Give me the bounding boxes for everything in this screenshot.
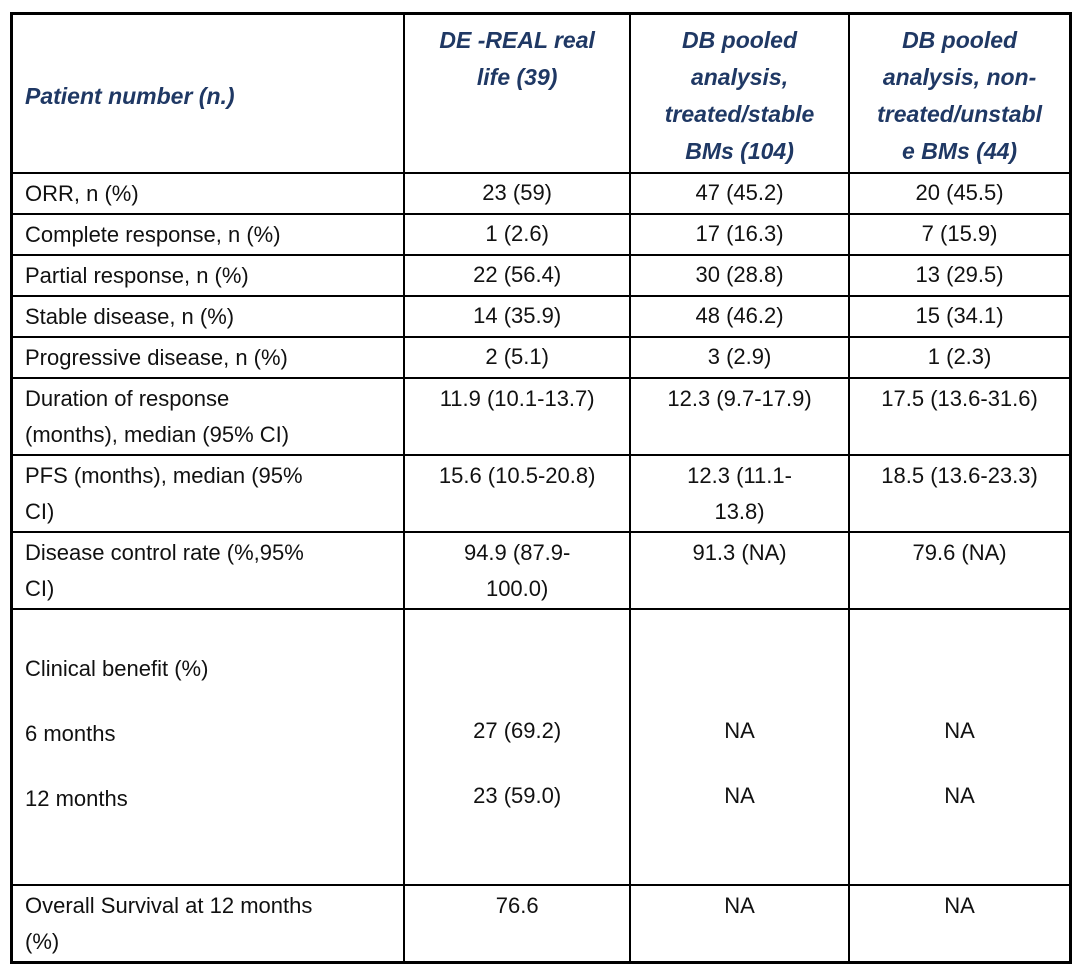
cell-value: 7 (15.9) <box>848 213 1072 256</box>
cell-value: 3 (2.9) <box>628 336 851 379</box>
cell-value: 2 (5.1) <box>403 336 631 379</box>
row-label: Partial response, n (%) <box>10 254 406 297</box>
row-label: Progressive disease, n (%) <box>10 336 406 379</box>
cell-spacer <box>413 649 621 714</box>
cell-value: 13 (29.5) <box>848 254 1072 297</box>
row-label: Complete response, n (%) <box>10 213 406 256</box>
cell-value: 12.3 (9.7-17.9) <box>628 377 851 456</box>
row-label: Overall Survival at 12 months (%) <box>10 884 406 964</box>
cell-value: 1 (2.6) <box>403 213 631 256</box>
cell-value: NA <box>724 783 755 808</box>
cell-value: 79.6 (NA) <box>848 531 1072 610</box>
cell-spacer <box>858 649 1061 714</box>
table-row-orr: ORR, n (%) 23 (59) 47 (45.2) 20 (45.5) <box>10 172 1072 215</box>
clinical-benefit-title: Clinical benefit (%) <box>25 656 209 681</box>
table-row-pfs: PFS (months), median (95% CI) 15.6 (10.5… <box>10 454 1072 533</box>
cell-spacer <box>639 649 840 714</box>
cell-value: 23 (59.0) <box>473 783 562 808</box>
cell-value: 30 (28.8) <box>628 254 851 297</box>
cell-value: 1 (2.3) <box>848 336 1072 379</box>
row-label: ORR, n (%) <box>10 172 406 215</box>
cell-value: 27 (69.2) <box>473 718 562 743</box>
page: Patient number (n.) DE -REAL real life (… <box>10 12 1072 964</box>
header-de-real: DE -REAL real life (39) <box>403 12 631 174</box>
table-row-stable-disease: Stable disease, n (%) 14 (35.9) 48 (46.2… <box>10 295 1072 338</box>
cell-value: 15 (34.1) <box>848 295 1072 338</box>
cell-value: 17 (16.3) <box>628 213 851 256</box>
cell-value: 14 (35.9) <box>403 295 631 338</box>
cell-value: NA <box>724 718 755 743</box>
table-row-clinical-benefit: Clinical benefit (%) 6 months 12 months … <box>10 608 1072 886</box>
cell-value: 94.9 (87.9- 100.0) <box>403 531 631 610</box>
cell-value: NA <box>628 884 851 964</box>
row-label: Stable disease, n (%) <box>10 295 406 338</box>
cell-value: 20 (45.5) <box>848 172 1072 215</box>
cell-value: NA <box>848 884 1072 964</box>
cell-value: NA <box>944 783 975 808</box>
cell-value: 47 (45.2) <box>628 172 851 215</box>
clinical-results-table: Patient number (n.) DE -REAL real life (… <box>10 12 1072 964</box>
cell-value: 12.3 (11.1- 13.8) <box>628 454 851 533</box>
cell-value: 17.5 (13.6-31.6) <box>848 377 1072 456</box>
cell-value: 48 (46.2) <box>628 295 851 338</box>
table-row-duration-of-response: Duration of response (months), median (9… <box>10 377 1072 456</box>
cell-value: 11.9 (10.1-13.7) <box>403 377 631 456</box>
cell-value: 15.6 (10.5-20.8) <box>403 454 631 533</box>
clinical-benefit-6mo-label: 6 months <box>25 721 116 746</box>
header-db-pooled-nontreated: DB pooled analysis, non- treated/unstabl… <box>848 12 1072 174</box>
cell-value: 18.5 (13.6-23.3) <box>848 454 1072 533</box>
table-row-progressive-disease: Progressive disease, n (%) 2 (5.1) 3 (2.… <box>10 336 1072 379</box>
cell-value: 22 (56.4) <box>403 254 631 297</box>
cell-value: NA <box>944 718 975 743</box>
cell-value: 23 (59) <box>403 172 631 215</box>
clinical-benefit-12mo-label: 12 months <box>25 786 128 811</box>
row-label: Duration of response (months), median (9… <box>10 377 406 456</box>
row-label: PFS (months), median (95% CI) <box>10 454 406 533</box>
table-row-complete-response: Complete response, n (%) 1 (2.6) 17 (16.… <box>10 213 1072 256</box>
header-patient-number: Patient number (n.) <box>10 12 406 174</box>
header-row: Patient number (n.) DE -REAL real life (… <box>10 12 1072 174</box>
cell-value: 91.3 (NA) <box>628 531 851 610</box>
row-label: Disease control rate (%,95% CI) <box>10 531 406 610</box>
header-db-pooled-treated: DB pooled analysis, treated/stable BMs (… <box>628 12 851 174</box>
table-row-overall-survival: Overall Survival at 12 months (%) 76.6 N… <box>10 884 1072 964</box>
cell-value: 76.6 <box>403 884 631 964</box>
table-row-partial-response: Partial response, n (%) 22 (56.4) 30 (28… <box>10 254 1072 297</box>
table-row-disease-control-rate: Disease control rate (%,95% CI) 94.9 (87… <box>10 531 1072 610</box>
